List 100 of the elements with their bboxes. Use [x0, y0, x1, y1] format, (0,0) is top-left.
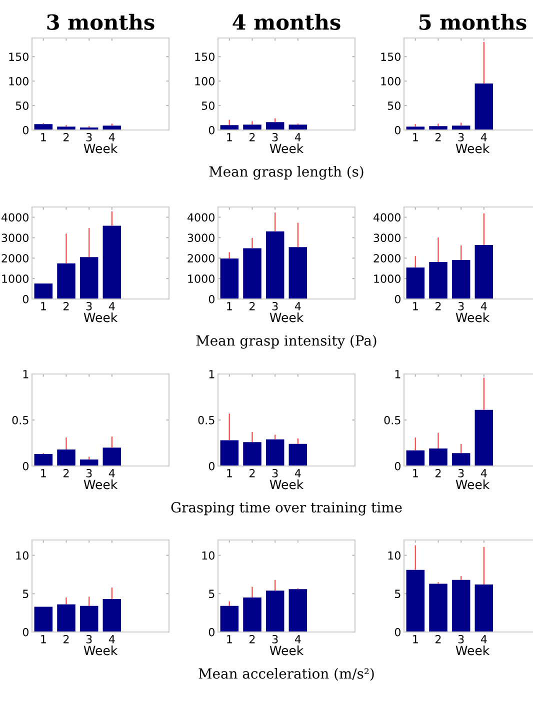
y-tick-label: 4000: [373, 213, 400, 222]
bar: [474, 84, 494, 130]
x-tick-label: 3: [86, 132, 92, 142]
y-tick-label: 5: [209, 590, 214, 598]
x-tick-label: 1: [227, 469, 232, 478]
y-tick-label: 10: [388, 551, 400, 560]
x-axis-title: Week: [270, 480, 304, 490]
y-tick-label: 3000: [188, 234, 214, 242]
x-tick-label: 1: [227, 133, 232, 142]
x-axis-title: Week: [456, 646, 490, 656]
bar: [266, 590, 284, 632]
bar: [57, 263, 76, 299]
bar: [288, 247, 308, 299]
x-tick-label: 2: [436, 132, 441, 142]
y-tick-label: 0: [22, 462, 28, 470]
y-tick-label: 100: [195, 77, 214, 86]
bar: [429, 448, 448, 466]
x-tick-label: 4: [108, 133, 115, 142]
x-tick-label: 2: [436, 634, 441, 644]
x-tick-label: 3: [272, 132, 278, 142]
y-tick-label: 1: [395, 370, 400, 378]
x-tick-label: 3: [458, 634, 464, 644]
y-tick-label: 0: [208, 462, 214, 470]
x-tick-label: 4: [480, 133, 487, 142]
y-tick-label: 5: [23, 590, 28, 598]
y-tick-label: 0: [22, 126, 28, 134]
bar: [406, 268, 425, 299]
x-tick-label: 2: [250, 302, 255, 310]
chart-title: 4 months: [232, 14, 340, 30]
y-tick-label: 0.5: [198, 416, 214, 424]
x-tick-label: 4: [108, 469, 115, 478]
x-tick-label: 1: [413, 302, 418, 310]
y-tick-label: 0.5: [12, 416, 28, 424]
bar: [34, 606, 53, 632]
y-tick-label: 0: [208, 126, 214, 134]
y-tick-label: 100: [381, 77, 400, 86]
bar: [80, 606, 98, 632]
x-tick-label: 3: [458, 468, 464, 478]
x-tick-label: 2: [436, 468, 441, 478]
bar: [34, 454, 53, 466]
x-tick-label: 2: [64, 634, 69, 644]
y-tick-label: 0: [394, 294, 400, 304]
bar: [102, 448, 122, 466]
y-tick-label: 0.5: [384, 416, 400, 424]
x-tick-label: 1: [41, 302, 46, 310]
x-tick-label: 3: [86, 634, 92, 644]
x-tick-label: 3: [272, 634, 278, 644]
y-tick-label: 0: [22, 628, 28, 636]
x-tick-label: 3: [86, 468, 92, 478]
x-tick-label: 2: [64, 132, 69, 142]
x-tick-label: 3: [458, 132, 464, 142]
text: Grasping time over training time: [171, 502, 402, 516]
y-tick-label: 150: [9, 52, 28, 61]
bar: [406, 126, 425, 130]
x-tick-label: 1: [413, 469, 418, 478]
x-tick-label: 2: [250, 634, 255, 644]
bar: [288, 589, 308, 632]
y-tick-label: 150: [195, 52, 214, 61]
bar: [266, 231, 284, 299]
x-tick-label: 1: [413, 635, 418, 644]
bar: [452, 260, 470, 299]
bar: [57, 604, 76, 632]
y-tick-label: 2000: [374, 254, 400, 262]
x-tick-label: 4: [108, 635, 115, 644]
x-axis-title: Week: [84, 646, 118, 656]
x-axis-title: Week: [84, 312, 118, 322]
x-axis-title: Week: [270, 646, 304, 656]
bar: [406, 570, 425, 632]
bar: [220, 606, 239, 632]
y-tick-label: 0: [208, 294, 214, 304]
bar: [102, 226, 122, 299]
text: Mean acceleration (m/s²): [198, 668, 374, 681]
bar: [474, 410, 494, 466]
y-tick-label: 0: [208, 628, 214, 636]
x-tick-label: 4: [294, 635, 301, 644]
y-tick-label: 2000: [2, 254, 28, 262]
bar: [220, 258, 239, 299]
x-axis-title: Week: [84, 144, 118, 154]
x-axis-title: Week: [456, 480, 490, 490]
y-tick-label: 100: [9, 77, 28, 86]
x-tick-label: 1: [41, 469, 46, 478]
x-tick-label: 4: [108, 302, 115, 310]
x-tick-label: 1: [41, 635, 46, 644]
x-axis-title: Week: [456, 312, 490, 322]
x-tick-label: 4: [294, 469, 301, 478]
x-tick-label: 4: [480, 469, 487, 478]
bar: [80, 257, 98, 299]
y-tick-label: 50: [16, 102, 28, 110]
x-axis-title: Week: [270, 312, 304, 322]
x-tick-label: 3: [272, 302, 278, 310]
bar: [474, 245, 494, 299]
bar: [406, 450, 425, 466]
chart-title: 5 months: [420, 14, 526, 30]
y-tick-label: 1000: [374, 274, 400, 283]
bar: [474, 584, 494, 632]
x-tick-label: 2: [64, 468, 69, 478]
bar: [429, 262, 448, 299]
x-tick-label: 1: [227, 302, 232, 310]
x-tick-label: 2: [250, 468, 255, 478]
bar: [452, 580, 470, 632]
